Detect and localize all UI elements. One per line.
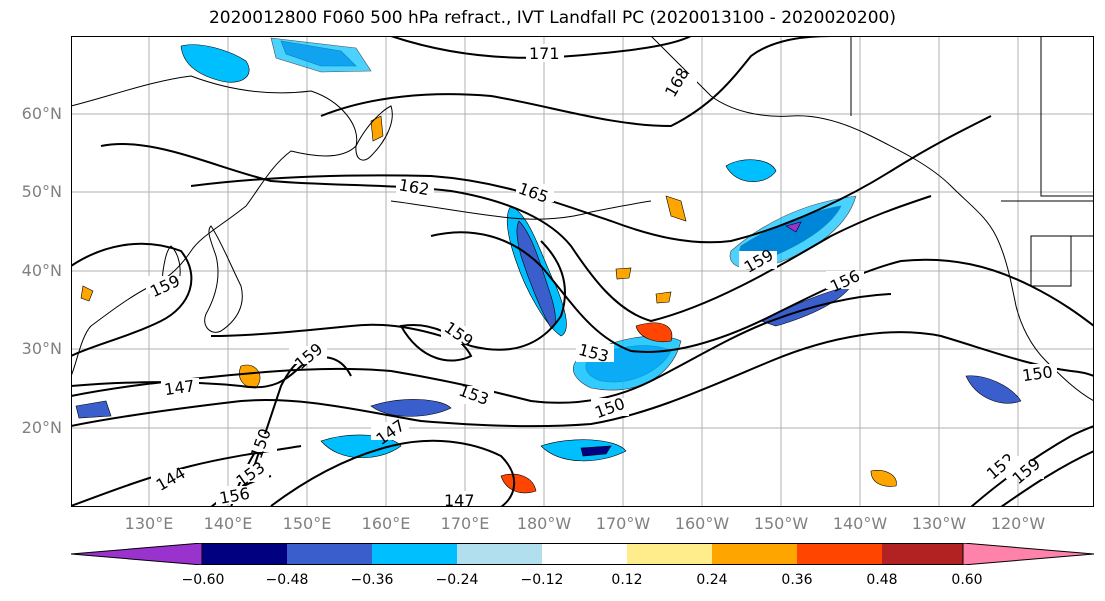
contour-label: 147 [163,376,196,399]
contour-147-b [270,439,516,507]
contour-label: 150 [247,426,275,461]
colorbar-outline [201,543,964,565]
colorbar-tick: −0.36 [350,572,394,588]
contour-159-b [210,240,566,351]
border-states [1030,235,1094,287]
contour-150 [71,331,1094,428]
contour-171 [390,36,692,59]
contour-168 [320,36,832,128]
colorbar-bin [202,543,287,565]
patch-orange-9 [655,291,672,304]
lat-label-30n: 30°N [21,339,62,358]
contour-153 [71,293,892,404]
patch-subtropic-blue-2 [320,434,402,459]
patch-subtropic-dark [580,445,612,457]
lon-label-130e: 130°E [124,514,174,533]
contours [71,36,1094,507]
colorbar-bin [882,543,963,565]
lat-label-50n: 50°N [21,182,62,201]
contour-165 [190,115,992,244]
contour-label: 159 [147,271,183,301]
contour-156 [430,231,1094,353]
colorbar-extend-low [71,543,203,565]
lon-label-170e: 170°E [440,514,490,533]
colorbar-tick: 0.60 [951,572,983,588]
patch-orange-8 [80,285,94,302]
contour-label: 171 [529,44,560,63]
contour-label: 153 [456,381,491,409]
colorbar-tick: −0.12 [520,572,564,588]
lat-label-40n: 40°N [21,261,62,280]
colorbar-bin [797,543,882,565]
colorbar-bin [627,543,712,565]
colorbar-tick: 0.48 [866,572,898,588]
patch-orange-2 [635,322,673,343]
colorbar-tick: 0.24 [696,572,728,588]
graticule [71,36,1094,507]
border-canada-box [1040,36,1094,197]
lon-label-160w: 160°W [674,514,730,533]
contour-label: 156 [218,484,251,507]
colorbar-bin [457,543,542,565]
lon-label-170w: 170°W [595,514,651,533]
contour-label: 150 [1021,362,1054,385]
lat-label-60n: 60°N [21,104,62,123]
colorbar-extend-high [962,543,1094,565]
patch-orange-1 [239,364,261,389]
colorbar-tick: 0.12 [611,572,643,588]
patch-ca-blue [965,375,1022,404]
contour-label: 147 [444,491,475,507]
patch-gulf-purple [785,221,802,233]
colorbar-tick: −0.48 [265,572,309,588]
colorbar-bin [372,543,457,565]
contour-labels: 171 168 162 165 159 159 159 147 153 153 … [146,44,1057,507]
patch-orange-6 [370,115,384,142]
lon-label-130w: 130°W [911,514,967,533]
coast-north-america [995,235,1094,402]
map-plot-area: 171 168 162 165 159 159 159 147 153 153 … [71,36,1094,507]
coast-japan [204,225,243,333]
colorbar [71,543,1094,565]
patch-west-blue [75,400,112,419]
lon-label-140w: 140°W [832,514,888,533]
lon-label-150w: 150°W [753,514,809,533]
lon-label-150e: 150°E [282,514,332,533]
patch-northwest-blue-halo [270,37,372,73]
colorbar-bin [542,543,627,565]
map-title: 2020012800 F060 500 hPa refract., IVT La… [208,8,896,28]
patch-kamchatka-blue [180,44,250,83]
patch-orange-3 [500,473,537,494]
coast-asia [71,75,358,377]
coastlines [71,36,1094,402]
contour-162 [100,143,932,323]
patch-orange-5 [870,470,897,487]
coast-kamchatka [355,105,393,161]
patch-alaska-blue [725,159,777,182]
coast-alaska [650,36,997,237]
patch-orange-7 [615,267,632,280]
colorbar-bin [712,543,797,565]
patch-orange-4 [665,195,687,222]
contour-label: 165 [516,179,551,207]
colorbar-tick: −0.60 [181,572,225,588]
colorbar-tick: −0.24 [435,572,479,588]
contour-152 [970,425,1094,507]
lon-label-140e: 140°E [203,514,253,533]
lon-label-160e: 160°E [361,514,411,533]
colorbar-bin [287,543,372,565]
lon-label-120w: 120°W [990,514,1046,533]
contour-159-c [399,324,473,362]
contour-159-a [71,242,193,357]
lat-label-20n: 20°N [21,418,62,437]
lon-label-180w: 180°W [516,514,572,533]
contour-159-d [1000,450,1094,507]
patch-subtropic-blue-1 [370,399,452,417]
colorbar-tick: 0.36 [781,572,813,588]
